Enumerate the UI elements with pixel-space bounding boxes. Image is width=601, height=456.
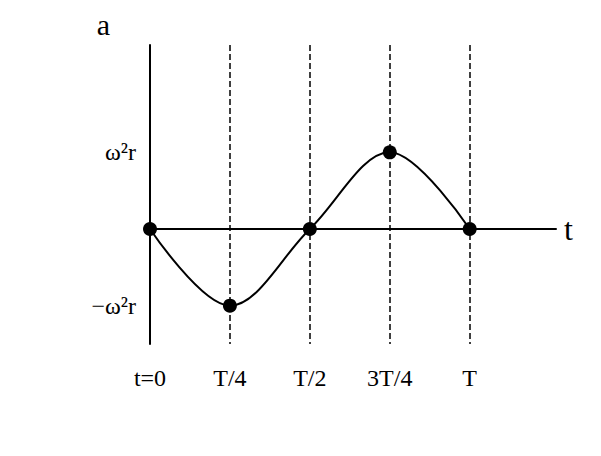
svg-text:T: T	[462, 365, 477, 391]
svg-text:T/4: T/4	[213, 365, 246, 391]
svg-text:3T/4: 3T/4	[367, 365, 412, 391]
svg-text:t: t	[564, 211, 573, 247]
svg-text:ω²r: ω²r	[105, 139, 136, 165]
svg-text:−ω²r: −ω²r	[91, 293, 136, 319]
svg-text:a: a	[97, 8, 110, 41]
svg-text:t=0: t=0	[134, 365, 166, 391]
svg-text:T/2: T/2	[293, 365, 326, 391]
